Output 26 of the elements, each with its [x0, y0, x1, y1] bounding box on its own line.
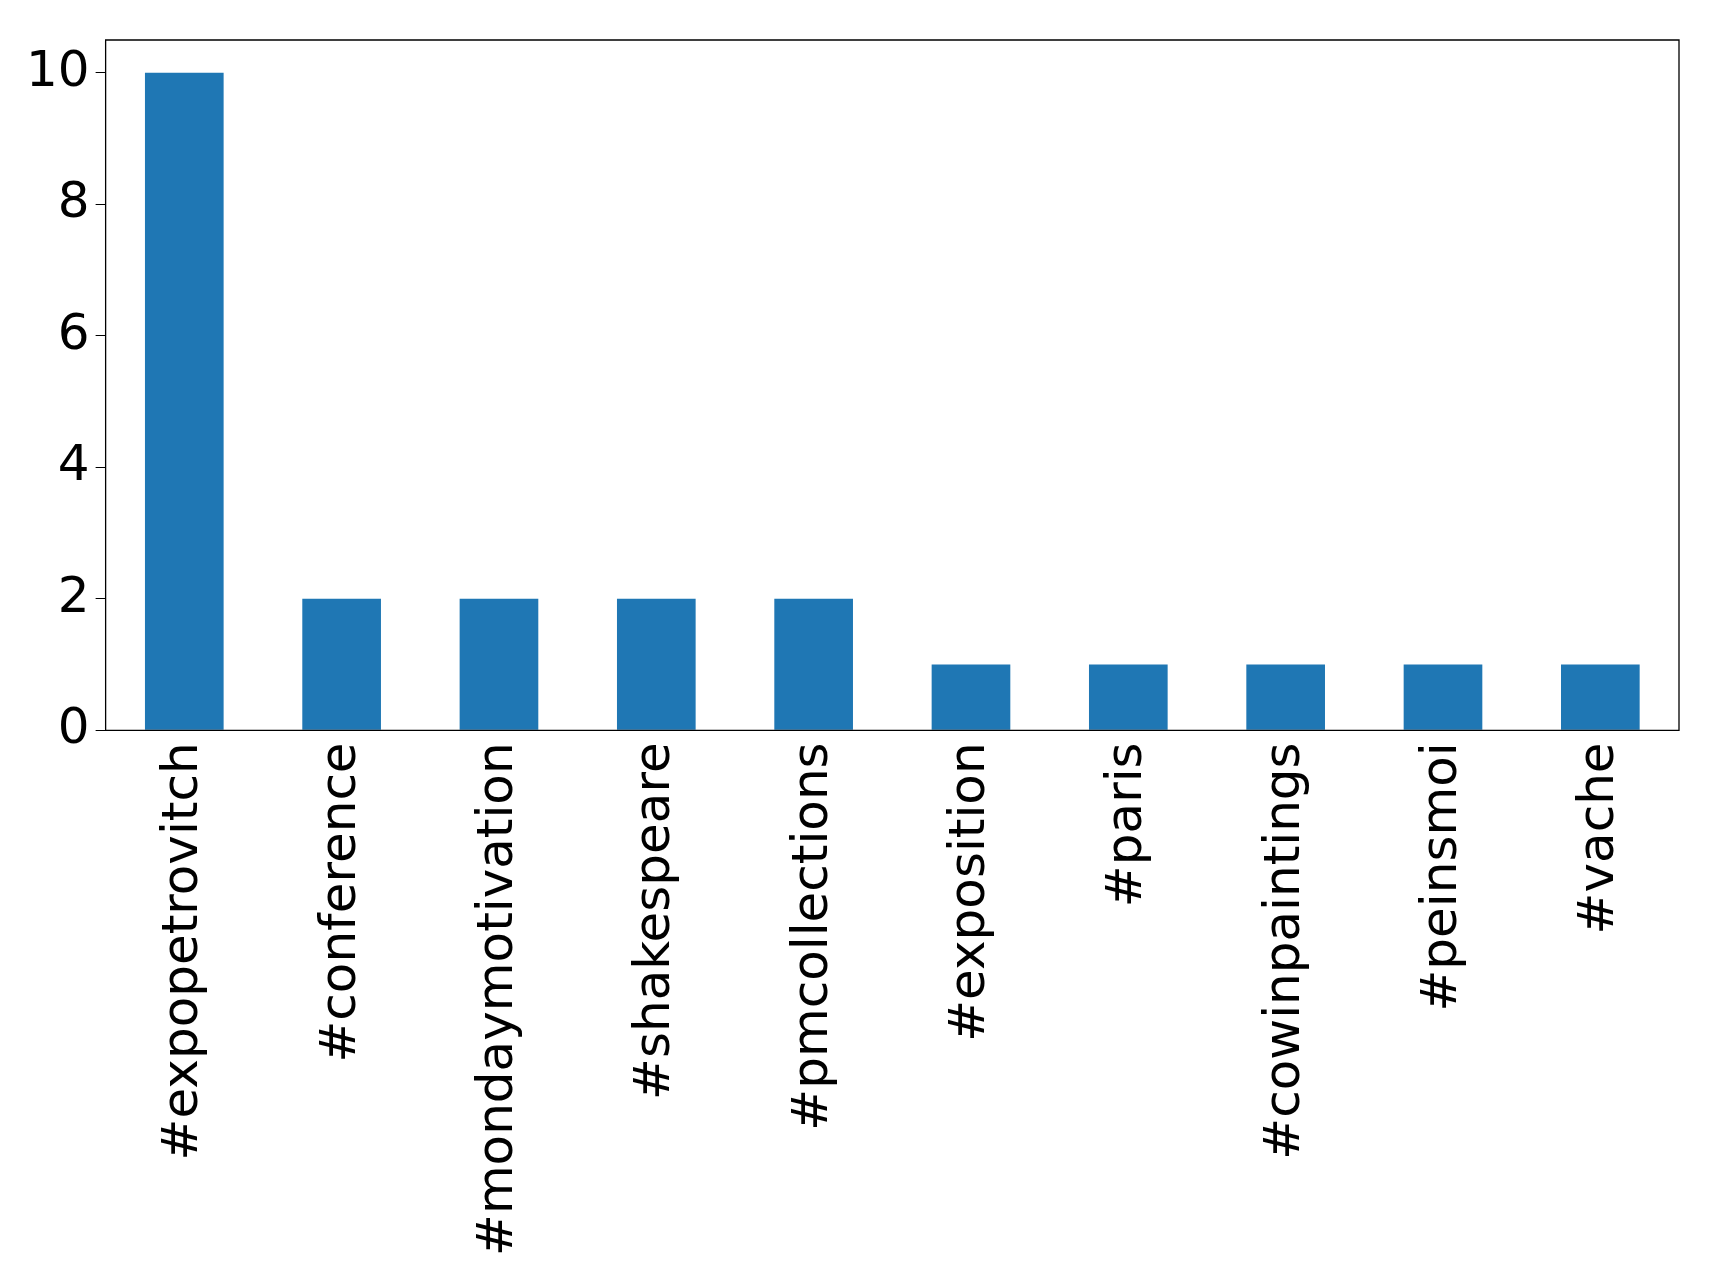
bar: [1561, 664, 1640, 730]
x-tick-label: #exposition: [937, 742, 996, 1042]
y-tick-label: 4: [57, 434, 90, 493]
bar: [1246, 664, 1325, 730]
x-tick-label: #cowinpaintings: [1252, 742, 1311, 1160]
bar: [144, 72, 224, 730]
y-tick-label: 8: [57, 171, 90, 230]
y-tick-label: 0: [57, 697, 90, 756]
bar: [1088, 664, 1168, 730]
bar: [459, 598, 539, 730]
bar: [616, 598, 696, 730]
x-tick-label: #pmcollections: [780, 742, 839, 1131]
x-tick-label: #expopetrovitch: [151, 742, 210, 1161]
bar: [931, 664, 1011, 730]
x-tick-label: #conference: [308, 742, 367, 1063]
bar: [774, 598, 853, 730]
bar: [302, 598, 381, 730]
x-tick-label: #peinsmoi: [1409, 742, 1468, 1012]
x-tick-label: #mondaymotivation: [465, 742, 524, 1257]
y-tick-label: 10: [26, 39, 90, 98]
x-tick-label: #vache: [1567, 742, 1626, 935]
y-tick-label: 2: [57, 565, 90, 624]
x-tick-label: #paris: [1095, 742, 1154, 908]
y-tick-label: 6: [57, 302, 90, 361]
x-tick-label: #shakespeare: [623, 742, 682, 1100]
bar: [1403, 664, 1483, 730]
